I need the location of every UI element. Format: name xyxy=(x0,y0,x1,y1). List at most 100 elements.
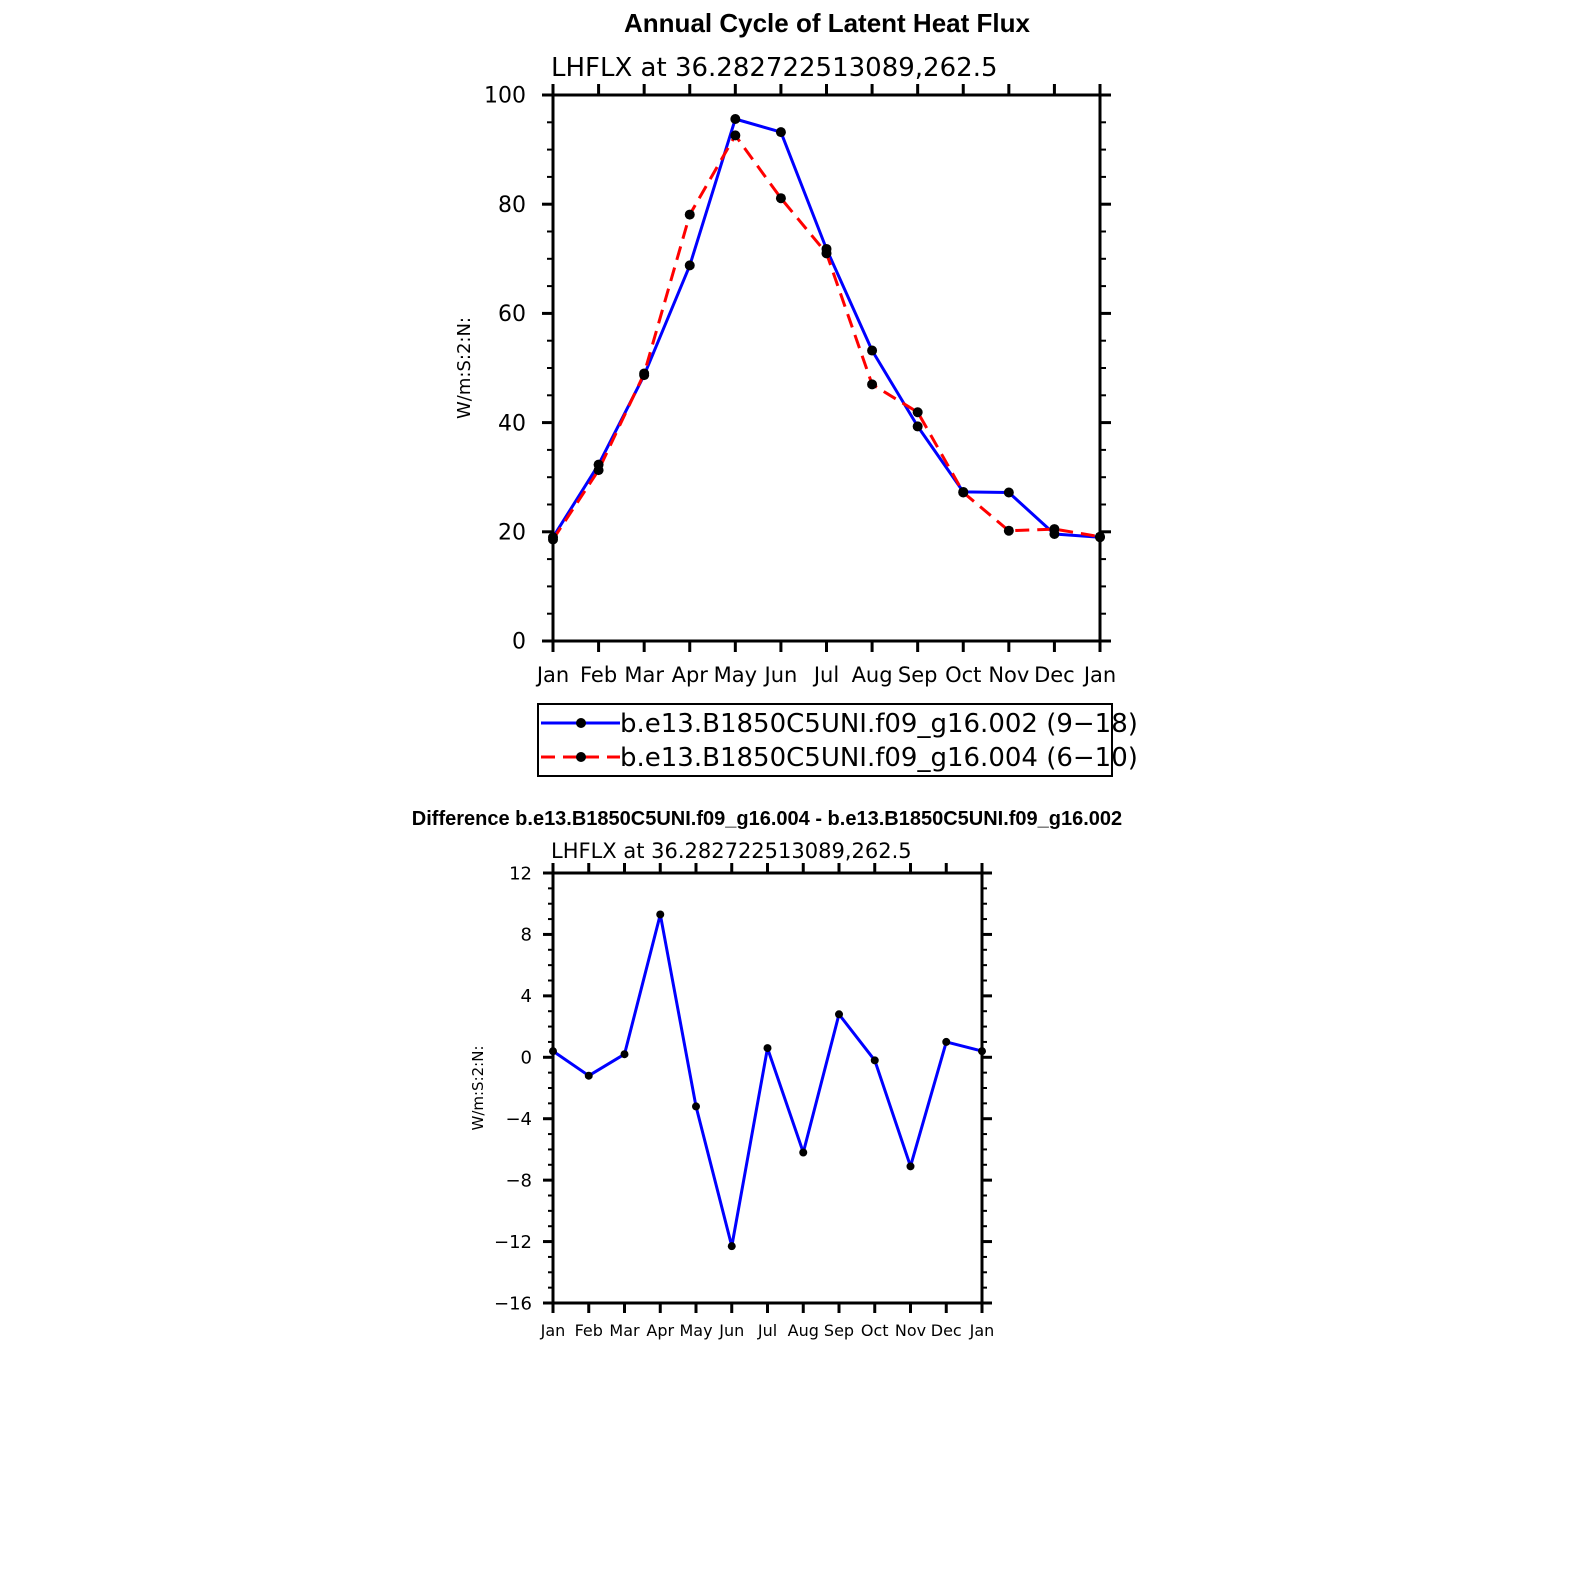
x-tick-labels: Jan Feb Mar Apr May Jun Jul Aug Sep Oct Nov Dec Jan xyxy=(540,1321,995,1340)
data-point xyxy=(549,1047,557,1056)
data-point xyxy=(1003,525,1014,536)
data-point xyxy=(684,260,695,271)
x-tick-label: Feb xyxy=(575,1321,603,1340)
x-tick-label: May xyxy=(714,663,757,687)
data-point xyxy=(775,193,786,204)
data-point xyxy=(867,345,878,356)
data-point xyxy=(1003,487,1014,498)
x-tick-label: Mar xyxy=(609,1321,640,1340)
x-tick-label: Sep xyxy=(824,1321,854,1340)
y-tick-label: 0 xyxy=(521,1048,532,1069)
y-tick-labels: 0 20 40 60 80 100 xyxy=(484,84,526,655)
data-point xyxy=(593,465,604,476)
series-line-1 xyxy=(552,913,983,1248)
chart-subtitle: LHFLX at 36.282722513089,262.5 xyxy=(551,839,912,863)
y-tick-label: 100 xyxy=(484,84,526,109)
series-group xyxy=(549,910,986,1251)
x-tick-label: Jan xyxy=(535,663,569,687)
data-point xyxy=(548,534,558,545)
data-point xyxy=(684,209,695,220)
data-point xyxy=(775,127,786,138)
data-point xyxy=(639,368,650,379)
y-tick-label: 60 xyxy=(498,302,526,327)
data-point xyxy=(906,1162,915,1171)
y-tick-label: 4 xyxy=(521,986,532,1007)
data-point xyxy=(1095,531,1105,542)
y-tick-label: 80 xyxy=(498,193,526,218)
data-point xyxy=(821,248,832,259)
data-point xyxy=(656,910,665,919)
y-tick-label: −8 xyxy=(505,1170,532,1191)
x-tick-label: Nov xyxy=(895,1321,926,1340)
data-point xyxy=(763,1044,772,1053)
x-tick-label: Jul xyxy=(757,1321,777,1340)
data-point xyxy=(730,114,741,125)
x-tick-label: Aug xyxy=(852,663,893,687)
y-tick-labels: −16 −12 −8 −4 0 4 8 12 xyxy=(494,863,532,1314)
x-tick-label: Oct xyxy=(861,1321,889,1340)
data-point xyxy=(620,1050,629,1059)
x-tick-label: Apr xyxy=(646,1321,674,1340)
data-point xyxy=(912,407,923,418)
series-line-1 xyxy=(551,117,1101,539)
x-tick-label: Oct xyxy=(945,663,981,687)
difference-chart: Difference b.e13.B1850C5UNI.f09_g16.004 … xyxy=(412,808,1122,1340)
y-tick-label: 0 xyxy=(512,630,526,655)
x-tick-label: Apr xyxy=(672,663,709,687)
axis-ticks xyxy=(543,863,992,1313)
x-tick-label: Mar xyxy=(624,663,664,687)
series-group xyxy=(548,114,1105,545)
x-tick-label: Nov xyxy=(988,663,1029,687)
data-point xyxy=(1049,524,1060,535)
data-point xyxy=(942,1037,951,1046)
data-point xyxy=(727,1242,736,1251)
y-tick-label: 8 xyxy=(521,925,532,946)
x-tick-label: Dec xyxy=(1034,663,1075,687)
series-line-2 xyxy=(551,133,1101,541)
y-tick-label: −16 xyxy=(494,1293,532,1314)
data-point xyxy=(730,130,741,141)
y-tick-label: −4 xyxy=(505,1109,532,1130)
x-tick-label: Jan xyxy=(1082,663,1116,687)
chart-title: Difference b.e13.B1850C5UNI.f09_g16.004 … xyxy=(412,808,1122,830)
data-point xyxy=(835,1010,843,1019)
y-tick-label: 20 xyxy=(498,521,526,546)
legend: b.e13.B1850C5UNI.f09_g16.002 (9−18) b.e1… xyxy=(537,703,1138,777)
x-tick-label: Jan xyxy=(969,1321,995,1340)
x-tick-label: Sep xyxy=(898,663,938,687)
data-point xyxy=(870,1056,879,1065)
x-tick-label: Feb xyxy=(580,663,617,687)
legend-entry-2: b.e13.B1850C5UNI.f09_g16.004 (6−10) xyxy=(620,743,1138,773)
x-tick-label: Jun xyxy=(763,663,798,687)
chart-subtitle: LHFLX at 36.282722513089,262.5 xyxy=(551,53,998,83)
data-point xyxy=(978,1047,986,1056)
data-point xyxy=(958,487,969,498)
x-tick-label: Dec xyxy=(931,1321,962,1340)
chart-title: Annual Cycle of Latent Heat Flux xyxy=(624,8,1030,38)
legend-box xyxy=(537,703,1113,777)
x-tick-label: Jan xyxy=(540,1321,566,1340)
annual-cycle-chart: Annual Cycle of Latent Heat Flux LHFLX a… xyxy=(454,8,1138,777)
data-point xyxy=(799,1148,808,1157)
legend-marker-2 xyxy=(576,752,586,762)
axis-ticks xyxy=(542,84,1111,652)
data-point xyxy=(692,1102,700,1111)
plot-frame xyxy=(551,93,1102,643)
legend-entry-1: b.e13.B1850C5UNI.f09_g16.002 (9−18) xyxy=(620,709,1138,739)
data-point xyxy=(584,1071,593,1080)
y-axis-label: W/m:S:2:N: xyxy=(454,317,475,419)
x-tick-label: Aug xyxy=(788,1321,819,1340)
x-tick-label: Jun xyxy=(718,1321,744,1340)
y-axis-label: W/m:S:2:N: xyxy=(469,1046,487,1131)
x-tick-labels: Jan Feb Mar Apr May Jun Jul Aug Sep Oct Nov Dec Jan xyxy=(535,663,1116,687)
data-point xyxy=(912,421,923,432)
y-tick-label: −12 xyxy=(494,1232,532,1253)
y-tick-label: 40 xyxy=(498,411,526,436)
x-tick-label: Jul xyxy=(812,663,839,687)
x-tick-label: May xyxy=(679,1321,712,1340)
legend-marker-1 xyxy=(576,718,586,728)
y-tick-label: 12 xyxy=(509,863,532,884)
plot-frame xyxy=(551,871,984,1305)
data-point xyxy=(867,379,878,390)
